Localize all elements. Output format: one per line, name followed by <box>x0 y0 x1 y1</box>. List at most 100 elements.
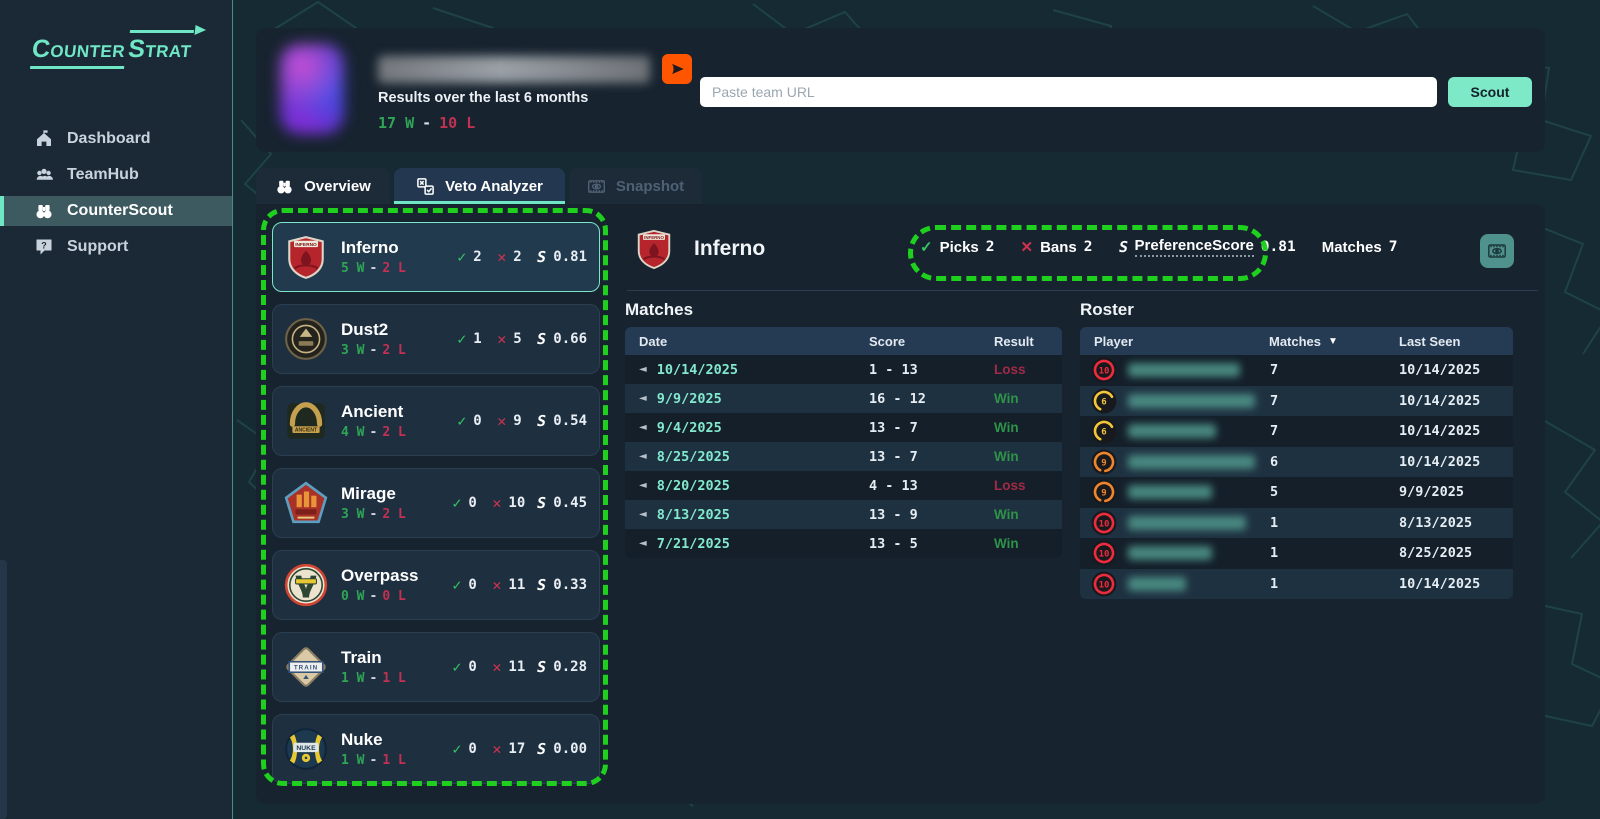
tab-veto-analyzer[interactable]: Veto Analyzer <box>394 168 565 204</box>
player-matches-count: 1 <box>1270 575 1279 592</box>
picks-value: 2 <box>985 239 995 255</box>
skill-level-badge-icon: 9 <box>1091 449 1117 475</box>
sidebar-item-teamhub[interactable]: TeamHub <box>0 160 232 190</box>
skill-level-badge-icon: 9 <box>1091 479 1117 505</box>
map-winloss: 4 W - 2 L <box>341 425 441 440</box>
app-logo[interactable]: COUNTERSTRAT <box>29 30 194 69</box>
play-left-icon: ◄ <box>639 364 647 375</box>
map-bans-count: 11 <box>508 577 526 593</box>
player-last-seen: 10/14/2025 <box>1399 453 1481 470</box>
map-stats: ✓ 1 ✕ 5 S 0.66 <box>457 330 587 348</box>
map-wins: 1 W <box>341 671 365 686</box>
roster-section-title: Roster <box>1080 300 1134 319</box>
map-preference-score: 0.54 <box>553 413 587 429</box>
map-wins: 0 W <box>341 589 365 604</box>
skill-level-badge-icon: 10 <box>1091 357 1117 383</box>
preference-score-icon: S <box>535 494 548 512</box>
map-meta: Dust2 3 W - 2 L <box>341 320 441 358</box>
ban-x-icon: ✕ <box>1020 239 1034 256</box>
svg-text:INFERNO: INFERNO <box>295 242 317 248</box>
team-icon <box>36 168 53 180</box>
match-row[interactable]: ◄ 8/25/2025 13 - 7 Win <box>625 442 1062 471</box>
pick-check-icon: ✓ <box>452 740 462 758</box>
winloss-separator: - <box>369 589 378 604</box>
map-bans-count: 9 <box>513 413 522 429</box>
map-winloss: 5 W - 2 L <box>341 261 441 276</box>
map-name: Inferno <box>341 238 399 257</box>
player-last-seen: 8/25/2025 <box>1399 545 1473 562</box>
sidebar-item-counterscout[interactable]: CounterScout <box>0 196 232 226</box>
svg-text:9: 9 <box>1101 489 1106 499</box>
veto-icon <box>417 177 434 195</box>
map-card-ancient[interactable]: ANCIENT Ancient 4 W - 2 L ✓ 0 ✕ 9 S 0.54 <box>272 386 600 456</box>
film-snapshot-icon <box>1488 244 1506 258</box>
map-winloss: 3 W - 2 L <box>341 507 440 522</box>
match-date: 8/13/2025 <box>656 506 730 523</box>
map-badge-overpass-icon <box>283 562 329 608</box>
tab-label: Snapshot <box>615 177 685 195</box>
match-result: Win <box>994 507 1019 522</box>
sidebar-item-dashboard[interactable]: Dashboard <box>0 124 232 154</box>
map-wins: 3 W <box>341 343 365 358</box>
map-badge-inferno-icon: INFERNO <box>283 234 329 280</box>
column-header-last-seen: Last Seen <box>1399 333 1461 349</box>
roster-row: 6 7 10/14/2025 <box>1080 416 1513 447</box>
preference-score-icon: S <box>535 576 548 594</box>
map-card-nuke[interactable]: NUKE Nuke 1 W - 1 L ✓ 0 ✕ 17 S 0.00 <box>272 714 600 784</box>
map-stats: ✓ 2 ✕ 2 S 0.81 <box>457 248 587 266</box>
player-cell: 6 <box>1080 388 1255 414</box>
map-name: Train <box>341 648 382 667</box>
support-icon: ? <box>36 239 52 255</box>
match-score: 13 - 9 <box>869 506 918 523</box>
svg-text:10: 10 <box>1099 519 1110 529</box>
winloss-separator: - <box>369 343 378 358</box>
map-preference-score: 0.28 <box>553 659 587 675</box>
match-row[interactable]: ◄ 7/21/2025 13 - 5 Win <box>625 529 1062 558</box>
pick-check-icon: ✓ <box>452 658 462 676</box>
tab-overview[interactable]: Overview <box>256 168 390 204</box>
match-date: 10/14/2025 <box>656 361 738 378</box>
redacted-player-name <box>1128 515 1246 530</box>
logo-text-counter: COUNTER <box>29 35 128 69</box>
snapshot-button[interactable] <box>1480 234 1514 268</box>
column-header-result: Result <box>994 333 1034 349</box>
match-row[interactable]: ◄ 10/14/2025 1 - 13 Loss <box>625 355 1062 384</box>
map-bans-count: 10 <box>508 495 526 511</box>
player-cell: 10 <box>1080 571 1255 597</box>
binoculars-icon <box>277 180 292 193</box>
faceit-link-button[interactable] <box>662 54 692 84</box>
bans-stat: ✕ Bans 2 <box>1020 238 1093 257</box>
map-preference-score: 0.45 <box>553 495 587 511</box>
match-score: 13 - 7 <box>869 448 918 465</box>
team-url-input[interactable] <box>700 77 1437 107</box>
roster-row: 6 7 10/14/2025 <box>1080 385 1513 416</box>
map-name: Ancient <box>341 402 404 421</box>
map-card-overpass[interactable]: Overpass 0 W - 0 L ✓ 0 ✕ 11 S 0.33 <box>272 550 600 620</box>
record-wins: 17 W <box>378 114 415 132</box>
scout-button[interactable]: Scout <box>1448 77 1532 107</box>
map-stats: ✓ 0 ✕ 10 S 0.45 <box>452 494 587 512</box>
tab-label: Overview <box>304 177 371 195</box>
column-header-matches[interactable]: Matches ▼ <box>1269 333 1338 349</box>
map-card-inferno[interactable]: INFERNO Inferno 5 W - 2 L ✓ 2 ✕ 2 S 0.81 <box>272 222 600 292</box>
map-badge-ancient-icon: ANCIENT <box>283 398 329 444</box>
match-row[interactable]: ◄ 9/4/2025 13 - 7 Win <box>625 413 1062 442</box>
sidebar-item-support[interactable]: ? Support <box>0 232 232 262</box>
map-card-train[interactable]: TRAIN Train 1 W - 1 L ✓ 0 ✕ 11 S 0.28 <box>272 632 600 702</box>
preference-score-icon: S <box>1116 238 1130 256</box>
roster-row: 10 1 10/14/2025 <box>1080 568 1513 599</box>
map-card-mirage[interactable]: Mirage 3 W - 2 L ✓ 0 ✕ 10 S 0.45 <box>272 468 600 538</box>
tab-snapshot[interactable]: Snapshot <box>569 168 702 204</box>
home-icon <box>37 130 51 146</box>
map-winloss: 1 W - 1 L <box>341 671 440 686</box>
match-row[interactable]: ◄ 9/9/2025 16 - 12 Win <box>625 384 1062 413</box>
match-row[interactable]: ◄ 8/13/2025 13 - 9 Win <box>625 500 1062 529</box>
map-wins: 3 W <box>341 507 365 522</box>
match-row[interactable]: ◄ 8/20/2025 4 - 13 Loss <box>625 471 1062 500</box>
match-score: 4 - 13 <box>869 477 918 494</box>
map-meta: Nuke 1 W - 1 L <box>341 730 440 768</box>
preference-score-label[interactable]: PreferenceScore <box>1134 237 1254 257</box>
map-card-dust2[interactable]: Dust2 3 W - 2 L ✓ 1 ✕ 5 S 0.66 <box>272 304 600 374</box>
map-wins: 5 W <box>341 261 365 276</box>
map-badge-train-icon: TRAIN <box>283 644 329 690</box>
